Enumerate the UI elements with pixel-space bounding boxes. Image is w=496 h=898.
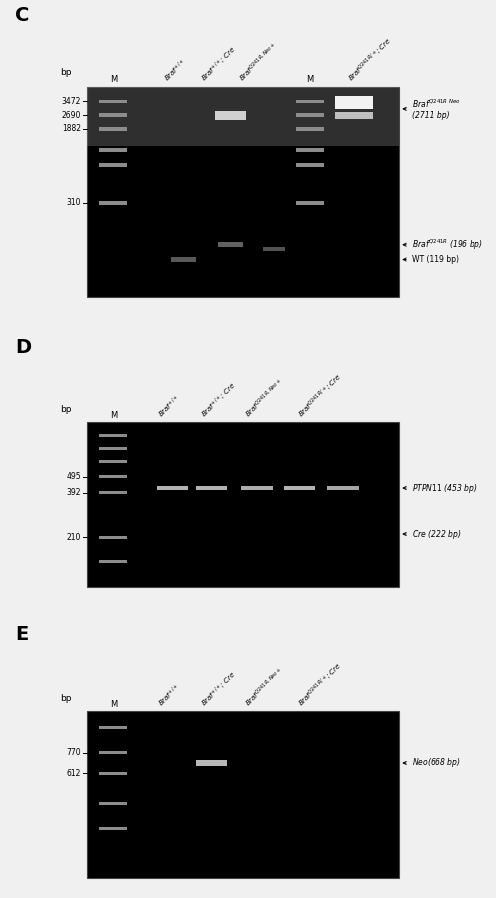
Bar [296, 201, 324, 205]
Bar [99, 726, 127, 729]
Bar [87, 87, 399, 145]
Bar [99, 491, 127, 495]
Text: 2690: 2690 [62, 110, 81, 119]
Text: $Braf^{Q241R,Neo+}$: $Braf^{Q241R,Neo+}$ [243, 665, 287, 709]
Bar [335, 111, 372, 119]
Bar [296, 163, 324, 167]
Bar [99, 113, 127, 117]
Bar [335, 95, 372, 110]
Bar [99, 536, 127, 539]
Bar [87, 87, 399, 297]
Text: $Braf^{Q241R/+}$; $Cre$: $Braf^{Q241R/+}$; $Cre$ [296, 371, 345, 419]
Bar [296, 100, 324, 103]
Text: $Neo$(668 bp): $Neo$(668 bp) [403, 756, 460, 770]
Bar [99, 201, 127, 205]
Bar [99, 827, 127, 830]
Bar [263, 247, 285, 251]
Bar [296, 113, 324, 117]
Text: $Braf^{Q241R\ Neo}$
(2711 bp): $Braf^{Q241R\ Neo}$ (2711 bp) [403, 98, 460, 120]
Bar [284, 486, 315, 489]
Text: 1882: 1882 [62, 125, 81, 134]
Text: $Braf^{+/+}$; $Cre$: $Braf^{+/+}$; $Cre$ [199, 669, 239, 709]
Text: E: E [15, 625, 28, 644]
Text: $Braf^{Q241R,Neo+}$: $Braf^{Q241R,Neo+}$ [237, 40, 280, 84]
Text: 310: 310 [66, 198, 81, 207]
Bar [99, 127, 127, 131]
Text: D: D [15, 338, 31, 357]
Text: bp: bp [61, 68, 72, 77]
Bar [99, 802, 127, 805]
Text: $PTPN11$ (453 bp): $PTPN11$ (453 bp) [403, 481, 477, 495]
Bar [87, 711, 399, 878]
Bar [196, 761, 227, 766]
Text: $Cre$ (222 bp): $Cre$ (222 bp) [403, 527, 461, 541]
Text: 612: 612 [66, 769, 81, 778]
Bar [327, 486, 359, 489]
Bar [99, 560, 127, 563]
Text: $Braf^{Q241R/+}$; $Cre$: $Braf^{Q241R/+}$; $Cre$ [346, 35, 395, 84]
Bar [99, 148, 127, 152]
Bar [171, 257, 196, 262]
Bar [99, 447, 127, 450]
Text: $Braf^{+/+}$; $Cre$: $Braf^{+/+}$; $Cre$ [199, 44, 239, 84]
Bar [218, 242, 243, 247]
Text: 3472: 3472 [62, 97, 81, 106]
Bar [296, 148, 324, 152]
Text: 210: 210 [66, 533, 81, 541]
Text: $Braf^{Q241R/+}$; $Cre$: $Braf^{Q241R/+}$; $Cre$ [296, 660, 345, 709]
Text: bp: bp [61, 694, 72, 703]
Bar [99, 434, 127, 437]
Text: $Braf^{+/+}$: $Braf^{+/+}$ [162, 57, 189, 84]
Text: M: M [307, 75, 314, 84]
Text: M: M [110, 700, 117, 709]
Text: M: M [110, 75, 117, 84]
Bar [99, 461, 127, 463]
Bar [99, 475, 127, 478]
Bar [296, 127, 324, 131]
Bar [215, 110, 246, 119]
Bar [99, 163, 127, 167]
Text: $Braf^{Q241R}$ (196 bp): $Braf^{Q241R}$ (196 bp) [403, 238, 483, 252]
Bar [99, 100, 127, 103]
Text: C: C [15, 6, 29, 25]
Bar [99, 752, 127, 754]
Text: $Braf^{+/+}$: $Braf^{+/+}$ [156, 392, 183, 419]
Bar [87, 422, 399, 586]
Text: WT (119 bp): WT (119 bp) [403, 255, 459, 264]
Text: bp: bp [61, 405, 72, 414]
Text: M: M [110, 410, 117, 419]
Text: $Braf^{+/+}$; $Cre$: $Braf^{+/+}$; $Cre$ [199, 380, 239, 419]
Text: $Braf^{+/+}$: $Braf^{+/+}$ [156, 682, 183, 709]
Text: 495: 495 [66, 472, 81, 481]
Bar [196, 486, 227, 489]
Bar [157, 486, 188, 489]
Bar [242, 486, 273, 489]
Text: $Braf^{Q241R,Neo+}$: $Braf^{Q241R,Neo+}$ [243, 376, 287, 419]
Text: 392: 392 [66, 489, 81, 497]
Bar [99, 771, 127, 774]
Text: 770: 770 [66, 748, 81, 758]
